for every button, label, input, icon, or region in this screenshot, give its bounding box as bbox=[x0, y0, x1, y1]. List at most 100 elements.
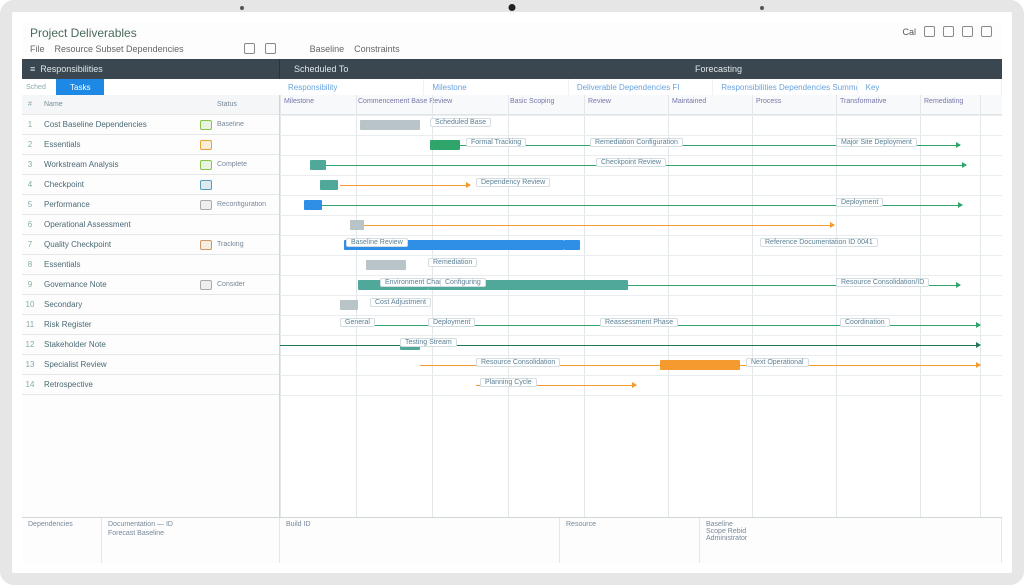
hamburger-icon[interactable]: ≡ bbox=[30, 64, 34, 74]
dependency-link bbox=[364, 225, 834, 226]
gantt-bar[interactable] bbox=[660, 360, 740, 370]
status-icon bbox=[200, 280, 212, 290]
gantt-label[interactable]: General bbox=[340, 318, 375, 327]
gantt-label[interactable]: Cost Adjustment bbox=[370, 298, 431, 307]
timeline-col-label: Process bbox=[756, 98, 781, 105]
task-row[interactable]: 11Risk Register bbox=[22, 315, 279, 335]
gantt-bar[interactable] bbox=[304, 200, 322, 210]
gantt-label[interactable]: Formal Tracking bbox=[466, 138, 526, 147]
band-forecast: Forecasting bbox=[695, 64, 1002, 74]
gantt-label[interactable]: Deployment bbox=[428, 318, 475, 327]
foot-deps: Dependencies bbox=[28, 521, 95, 528]
task-name: Workstream Analysis bbox=[38, 160, 195, 169]
gantt-label[interactable]: Testing Stream bbox=[400, 338, 457, 347]
col-header-4[interactable]: Key bbox=[858, 79, 1002, 95]
task-name: Checkpoint bbox=[38, 180, 195, 189]
task-row[interactable]: 1Cost Baseline DependenciesBaseline bbox=[22, 115, 279, 135]
gantt-bar[interactable] bbox=[430, 140, 460, 150]
gantt-label[interactable]: Scheduled Base bbox=[430, 118, 491, 127]
gantt-label[interactable]: Next Operational bbox=[746, 358, 809, 367]
foot-fore: Forecast Baseline bbox=[108, 530, 273, 537]
task-list-header: # Name Status bbox=[22, 95, 279, 115]
gantt-label[interactable]: Reassessment Phase bbox=[600, 318, 678, 327]
foot-res: Resource bbox=[566, 521, 693, 528]
gantt-label[interactable]: Resource Consolidation bbox=[476, 358, 560, 367]
task-row[interactable]: 10Secondary bbox=[22, 295, 279, 315]
gantt-bar[interactable] bbox=[564, 240, 580, 250]
task-row[interactable]: 4Checkpoint bbox=[22, 175, 279, 195]
task-list: # Name Status 1Cost Baseline Dependencie… bbox=[22, 95, 280, 517]
status-icon bbox=[200, 200, 212, 210]
gantt-chart[interactable]: MilestoneCommencement Base ReviewBasic S… bbox=[280, 95, 1002, 517]
gantt-label[interactable]: Reference Documentation ID 0041 bbox=[760, 238, 878, 247]
gantt-label[interactable]: Baseline Review bbox=[346, 238, 408, 247]
tab-tasks[interactable]: Tasks bbox=[56, 79, 104, 95]
gantt-bar[interactable] bbox=[310, 160, 326, 170]
gantt-bar[interactable] bbox=[350, 220, 364, 230]
gantt-label[interactable]: Remediation Configuration bbox=[590, 138, 683, 147]
gantt-label[interactable]: Deployment bbox=[836, 198, 883, 207]
tool-icon-b[interactable] bbox=[265, 43, 276, 54]
task-row[interactable]: 6Operational Assessment bbox=[22, 215, 279, 235]
task-row[interactable]: 2Essentials bbox=[22, 135, 279, 155]
task-name: Essentials bbox=[38, 140, 195, 149]
gantt-bar[interactable] bbox=[360, 120, 420, 130]
gantt-bar[interactable] bbox=[366, 260, 406, 270]
task-row[interactable]: 14Retrospective bbox=[22, 375, 279, 395]
tab-sched[interactable]: Sched bbox=[22, 79, 56, 95]
gantt-label[interactable]: Planning Cycle bbox=[480, 378, 537, 387]
col-header-2[interactable]: Deliverable Dependencies FI bbox=[569, 79, 713, 95]
dependency-link bbox=[340, 185, 470, 186]
task-row[interactable]: 12Stakeholder Note bbox=[22, 335, 279, 355]
foot-doc: Documentation — ID bbox=[108, 521, 273, 528]
timeline-col-label: Transformative bbox=[840, 98, 886, 105]
gantt-label[interactable]: Dependency Review bbox=[476, 178, 550, 187]
gantt-label[interactable]: Configuring bbox=[440, 278, 486, 287]
filter-icon[interactable] bbox=[924, 26, 935, 37]
gantt-label[interactable]: Checkpoint Review bbox=[596, 158, 666, 167]
gantt-label[interactable]: Coordination bbox=[840, 318, 890, 327]
timeline-col-label: Review bbox=[588, 98, 611, 105]
gantt-label[interactable]: Remediation bbox=[428, 258, 477, 267]
status-icon bbox=[200, 180, 212, 190]
footer: Dependencies Documentation — ID Forecast… bbox=[22, 517, 1002, 563]
tool-icon-a[interactable] bbox=[244, 43, 255, 54]
tab-row: Sched Tasks ResponsibilityMilestoneDeliv… bbox=[22, 79, 1002, 95]
header-cal[interactable]: Cal bbox=[902, 27, 916, 37]
toolbar-baseline[interactable]: Baseline bbox=[310, 44, 345, 54]
task-name: Quality Checkpoint bbox=[38, 240, 195, 249]
timeline-col-label: Remediating bbox=[924, 98, 963, 105]
menu-file[interactable]: File bbox=[30, 44, 45, 54]
col-header-3[interactable]: Responsibilities Dependencies Summary bbox=[713, 79, 857, 95]
task-name: Secondary bbox=[38, 300, 195, 309]
app-title: Project Deliverables bbox=[30, 26, 994, 40]
task-row[interactable]: 13Specialist Review bbox=[22, 355, 279, 375]
menu-icon[interactable] bbox=[981, 26, 992, 37]
gantt-bar[interactable] bbox=[320, 180, 338, 190]
timeline-col-label: Milestone bbox=[284, 98, 314, 105]
gantt-label[interactable]: Major Site Deployment bbox=[836, 138, 917, 147]
dependency-link bbox=[280, 345, 980, 346]
toolbar-constraints[interactable]: Constraints bbox=[354, 44, 400, 54]
task-name: Essentials bbox=[38, 260, 195, 269]
col-header-0[interactable]: Responsibility bbox=[280, 79, 424, 95]
task-row[interactable]: 8Essentials bbox=[22, 255, 279, 275]
app-header: Project Deliverables File Resource Subse… bbox=[22, 22, 1002, 59]
status-icon bbox=[200, 240, 212, 250]
col-header-1[interactable]: Milestone bbox=[424, 79, 568, 95]
task-row[interactable]: 7Quality CheckpointTracking bbox=[22, 235, 279, 255]
task-row[interactable]: 9Governance NoteConsider bbox=[22, 275, 279, 295]
gantt-bar[interactable] bbox=[340, 300, 358, 310]
expand-icon[interactable] bbox=[962, 26, 973, 37]
gantt-label[interactable]: Resource Consolidation/ID bbox=[836, 278, 929, 287]
task-row[interactable]: 5PerformanceReconfiguration bbox=[22, 195, 279, 215]
task-name: Governance Note bbox=[38, 280, 195, 289]
task-name: Specialist Review bbox=[38, 360, 195, 369]
menu-resource[interactable]: Resource Subset Dependencies bbox=[55, 44, 184, 54]
sort-icon[interactable] bbox=[943, 26, 954, 37]
task-row[interactable]: 3Workstream AnalysisComplete bbox=[22, 155, 279, 175]
status-icon bbox=[200, 160, 212, 170]
section-band: ≡ Responsibilities Scheduled To Forecast… bbox=[22, 59, 1002, 79]
band-left-label: Responsibilities bbox=[40, 64, 103, 74]
task-name: Stakeholder Note bbox=[38, 340, 195, 349]
